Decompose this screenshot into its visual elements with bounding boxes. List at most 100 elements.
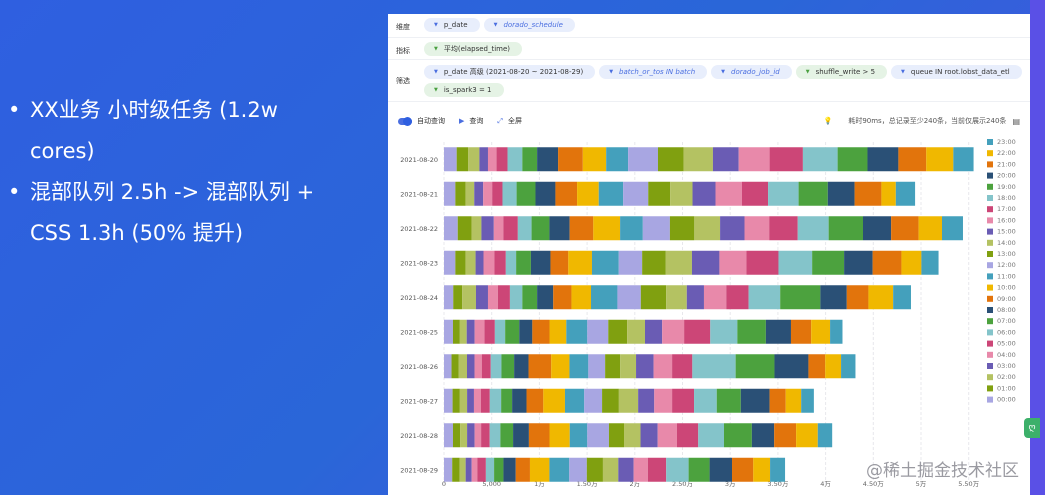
bar-segment[interactable] [862,216,892,241]
bar-segment[interactable] [487,147,497,172]
bar-segment[interactable] [726,285,749,310]
bar-segment[interactable] [953,147,974,172]
bar-segment[interactable] [569,354,589,379]
bar-segment[interactable] [481,354,491,379]
bar-segment[interactable] [881,181,896,206]
bar-segment[interactable] [501,354,515,379]
bar-segment[interactable] [516,250,531,275]
bar-segment[interactable] [444,216,458,241]
bar-segment[interactable] [605,354,621,379]
bar-segment[interactable] [468,147,480,172]
bar-segment[interactable] [444,250,456,275]
bar-segment[interactable] [618,250,643,275]
bar-segment[interactable] [898,147,927,172]
bar-segment[interactable] [494,457,504,482]
bar-segment[interactable] [571,285,592,310]
bar-segment[interactable] [740,388,770,413]
bar-segment[interactable] [467,388,474,413]
bar-segment[interactable] [867,147,899,172]
bar-segment[interactable] [515,457,530,482]
bar-segment[interactable] [473,388,481,413]
bar-segment[interactable] [467,423,475,448]
bar-segment[interactable] [710,319,738,344]
filter-chip[interactable]: ▼ batch_or_tos IN batch [599,64,708,79]
bar-segment[interactable] [868,285,894,310]
bar-segment[interactable] [532,319,550,344]
bar-segment[interactable] [796,423,818,448]
bar-segment[interactable] [475,250,484,275]
bar-segment[interactable] [765,319,791,344]
bar-segment[interactable] [738,147,770,172]
bar-segment[interactable] [926,147,954,172]
bar-segment[interactable] [748,285,781,310]
bar-segment[interactable] [528,423,550,448]
bar-segment[interactable] [620,216,643,241]
bar-segment[interactable] [517,216,532,241]
bar-segment[interactable] [627,319,646,344]
bar-segment[interactable] [735,354,775,379]
bar-segment[interactable] [653,354,673,379]
bar-segment[interactable] [828,216,863,241]
bar-segment[interactable] [584,388,603,413]
bar-segment[interactable] [459,388,468,413]
bar-segment[interactable] [801,388,814,413]
bar-segment[interactable] [737,319,766,344]
bar-segment[interactable] [774,423,797,448]
bar-segment[interactable] [720,216,745,241]
bar-segment[interactable] [617,285,641,310]
bar-segment[interactable] [694,216,721,241]
bar-segment[interactable] [466,319,475,344]
bar-segment[interactable] [569,457,587,482]
bar-segment[interactable] [569,216,594,241]
bar-segment[interactable] [497,285,510,310]
bar-segment[interactable] [602,457,619,482]
bar-segment[interactable] [452,388,460,413]
bar-segment[interactable] [712,147,739,172]
bar-segment[interactable] [670,181,693,206]
bar-segment[interactable] [608,319,628,344]
bar-segment[interactable] [774,354,809,379]
bar-segment[interactable] [642,250,666,275]
bar-segment[interactable] [633,457,648,482]
bar-segment[interactable] [474,354,482,379]
bar-segment[interactable] [830,319,843,344]
bar-segment[interactable] [505,319,520,344]
bar-segment[interactable] [502,181,517,206]
bar-segment[interactable] [453,285,463,310]
bar-segment[interactable] [582,147,607,172]
bar-segment[interactable] [564,388,585,413]
bar-segment[interactable] [549,423,570,448]
bar-segment[interactable] [811,319,831,344]
bar-segment[interactable] [684,319,711,344]
bar-segment[interactable] [593,216,621,241]
bar-segment[interactable] [550,250,569,275]
bar-segment[interactable] [483,181,493,206]
auto-query-toggle[interactable]: 自动查询 [398,116,445,126]
bar-segment[interactable] [455,181,466,206]
bar-segment[interactable] [485,457,495,482]
bar-segment[interactable] [891,216,919,241]
bar-segment[interactable] [716,388,741,413]
bar-segment[interactable] [577,181,599,206]
bar-segment[interactable] [494,250,506,275]
bar-segment[interactable] [553,285,572,310]
bar-segment[interactable] [624,423,641,448]
bar-segment[interactable] [489,423,501,448]
bar-segment[interactable] [501,388,513,413]
bar-segment[interactable] [493,216,504,241]
bar-segment[interactable] [591,250,619,275]
bar-segment[interactable] [566,319,588,344]
bar-segment[interactable] [672,354,693,379]
bar-segment[interactable] [586,457,603,482]
bar-segment[interactable] [817,423,833,448]
bar-segment[interactable] [474,319,485,344]
bar-segment[interactable] [549,216,570,241]
bar-segment[interactable] [444,285,454,310]
bar-segment[interactable] [503,457,516,482]
bar-segment[interactable] [895,181,916,206]
bar-segment[interactable] [688,457,710,482]
bar-segment[interactable] [753,457,771,482]
bar-segment[interactable] [522,285,538,310]
bar-segment[interactable] [503,216,518,241]
bar-segment[interactable] [444,181,456,206]
